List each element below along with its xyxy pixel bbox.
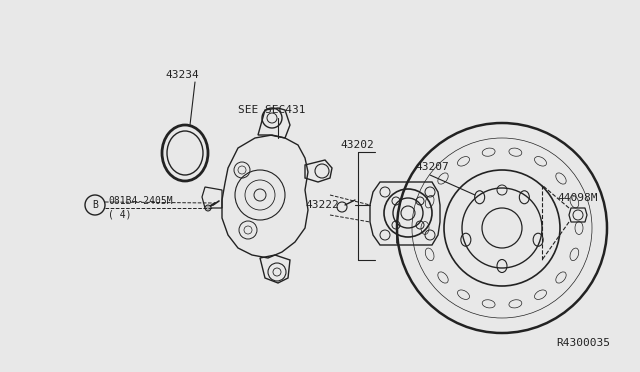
Text: 43207: 43207 <box>415 162 449 172</box>
Text: 43234: 43234 <box>165 70 199 80</box>
Text: R4300035: R4300035 <box>556 338 610 348</box>
Text: 44098M: 44098M <box>557 193 598 203</box>
Circle shape <box>205 205 211 211</box>
Text: 43202: 43202 <box>340 140 374 150</box>
Text: 081B4-2405M: 081B4-2405M <box>108 196 173 206</box>
Text: ( 4): ( 4) <box>108 209 131 219</box>
Text: B: B <box>92 200 98 210</box>
Text: SEE SEC431: SEE SEC431 <box>238 105 305 115</box>
Text: 43222: 43222 <box>305 200 339 210</box>
